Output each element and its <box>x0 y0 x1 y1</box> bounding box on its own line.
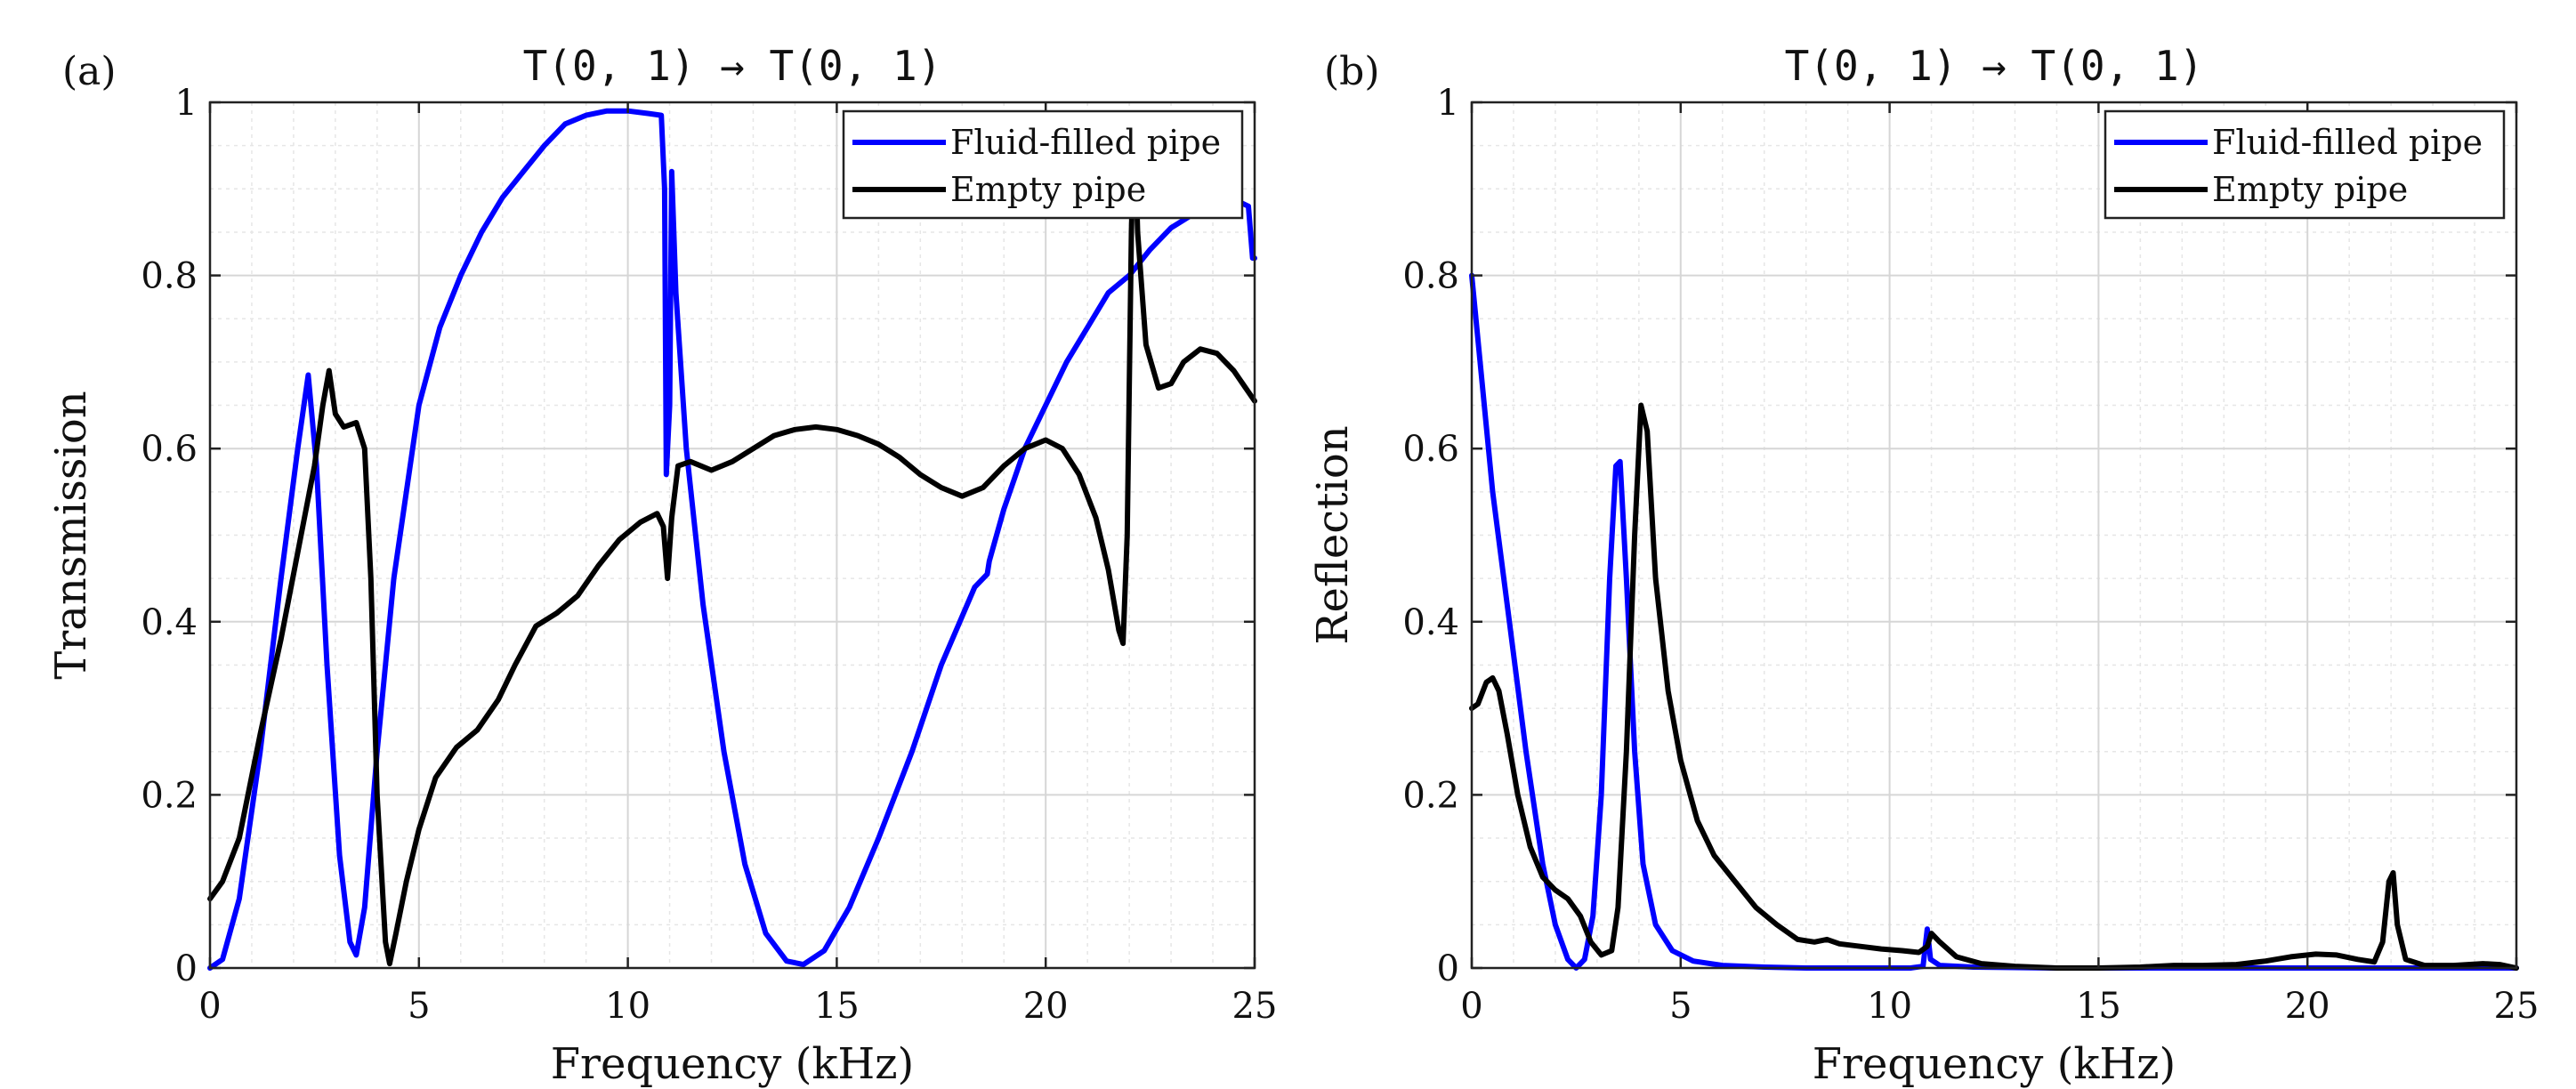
x-tick-label: 25 <box>1232 986 1278 1027</box>
y-tick-label: 0.4 <box>1402 602 1459 643</box>
plot-title: T(0, 1) → T(0, 1) <box>523 42 942 90</box>
reflection-panel: 0 5 10 15 20 25 0 0.2 0.4 0.6 0.8 1 T(0, 1) → T(0, 1… <box>1308 42 2539 1089</box>
axes-frame <box>1470 101 2518 970</box>
x-tick-label: 0 <box>1460 986 1482 1027</box>
x-tick-label: 10 <box>605 986 650 1027</box>
legend-box <box>842 109 1244 220</box>
legend: Fluid-filled pipe Empty pipe <box>842 109 1244 220</box>
x-tick-label: 20 <box>2285 986 2330 1027</box>
x-tick-label: 10 <box>1867 986 1912 1027</box>
legend-entry: Empty pipe <box>950 170 1146 209</box>
axes-frame <box>208 101 1256 970</box>
y-tick-label: 0 <box>175 948 198 989</box>
x-axis-label: Frequency (kHz) <box>551 1039 915 1089</box>
y-tick-label: 0 <box>1437 948 1459 989</box>
legend-box <box>2104 109 2506 220</box>
panel-label: (b) <box>1324 49 1380 94</box>
y-tick-label: 0.6 <box>1402 429 1459 470</box>
y-tick-label: 1 <box>1437 83 1459 124</box>
legend: Fluid-filled pipe Empty pipe <box>2104 109 2506 220</box>
panel-label: (a) <box>62 49 117 94</box>
legend-entry: Empty pipe <box>2212 170 2408 209</box>
x-tick-label: 5 <box>1669 986 1692 1027</box>
x-axis-label: Frequency (kHz) <box>1813 1039 2176 1089</box>
y-tick-label: 0.8 <box>1402 256 1459 297</box>
y-tick-label: 1 <box>175 83 198 124</box>
x-tick-label: 15 <box>2076 986 2121 1027</box>
y-tick-label: 0.8 <box>141 256 198 297</box>
x-tick-label: 0 <box>198 986 221 1027</box>
legend-entry: Fluid-filled pipe <box>2212 123 2483 162</box>
transmission-panel: 0 5 10 15 20 25 0 0.2 0.4 0.6 0.8 1 T(0, 1) → T(0, 1… <box>46 42 1277 1089</box>
legend-entry: Fluid-filled pipe <box>950 123 1221 162</box>
y-axis-label: Transmission <box>46 391 96 679</box>
y-tick-label: 0.6 <box>141 429 198 470</box>
y-tick-label: 0.2 <box>141 775 198 816</box>
series-line-empty-pipe <box>1469 402 2519 971</box>
series-line-fluid-filled-pipe <box>207 108 1257 971</box>
y-tick-label: 0.2 <box>1402 775 1459 816</box>
x-tick-label: 20 <box>1023 986 1069 1027</box>
y-tick-label: 0.4 <box>141 602 198 643</box>
x-tick-label: 25 <box>2494 986 2540 1027</box>
x-tick-label: 15 <box>814 986 860 1027</box>
plot-title: T(0, 1) → T(0, 1) <box>1785 42 2204 90</box>
y-axis-label: Reflection <box>1308 425 1358 644</box>
series-line-empty-pipe <box>207 112 1257 967</box>
x-tick-label: 5 <box>408 986 430 1027</box>
